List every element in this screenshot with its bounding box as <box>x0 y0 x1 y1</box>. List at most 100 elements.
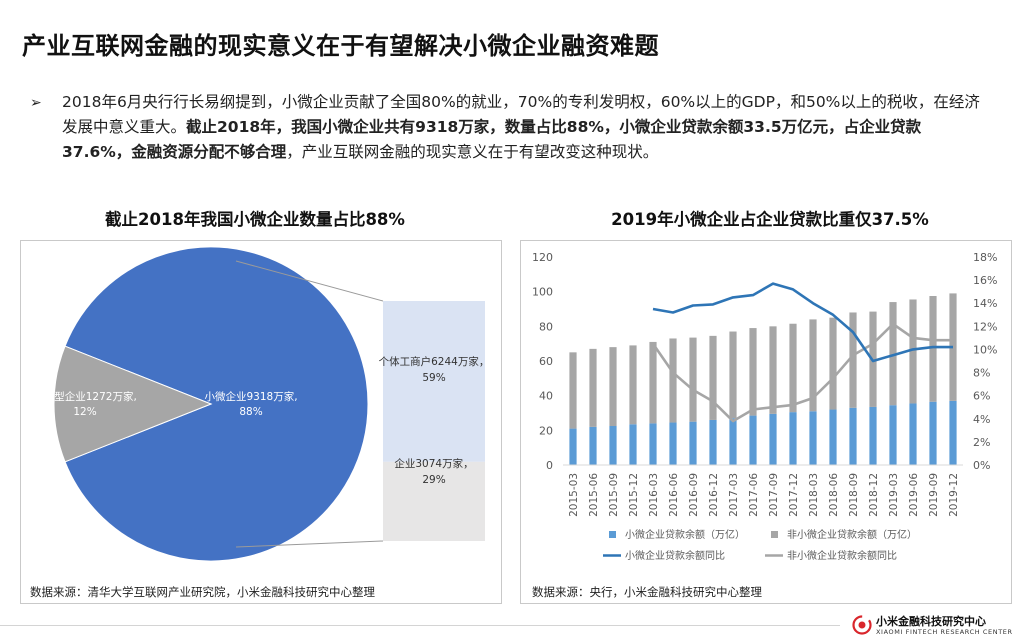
bar-nonmicro-loan <box>689 337 697 422</box>
y-right-tick-label: 2% <box>973 436 990 449</box>
y-left-tick-label: 80 <box>539 320 553 333</box>
bar-nonmicro-loan <box>849 312 857 408</box>
x-tick-label: 2018-09 <box>848 473 860 517</box>
bar-nonmicro-loan <box>629 345 637 425</box>
x-tick-label: 2017-09 <box>768 473 780 517</box>
legend-micro-yoy-label: 小微企业贷款余额同比 <box>625 549 725 562</box>
brand-logo-subtitle: XIAOMI FINTECH RESEARCH CENTER <box>876 628 1013 636</box>
x-tick-label: 2015-03 <box>568 473 580 517</box>
x-tick-label: 2018-03 <box>808 473 820 517</box>
bar-nonmicro-loan <box>569 352 577 429</box>
y-right-tick-label: 18% <box>973 251 997 264</box>
pie-pct-micro: 88% <box>239 406 262 418</box>
pie-chart: 小微企业9318万家, 88% 大中型企业1272万家, 12% 个体工商户6244万家… <box>33 246 490 562</box>
bar-chart-source: 数据来源：央行，小米金融科技研究中心整理 <box>532 585 762 599</box>
bar-micro-loan <box>689 421 697 465</box>
bar-micro-loan <box>789 412 797 465</box>
pie-pct-large: 12% <box>73 406 96 418</box>
x-tick-label: 2017-03 <box>728 473 740 517</box>
bar-micro-loan <box>829 409 837 465</box>
legend-micro-loan-label: 小微企业贷款余额（万亿） <box>625 528 745 541</box>
pie-label-micro: 小微企业9318万家, <box>204 390 297 403</box>
bar-nonmicro-loan <box>769 326 777 414</box>
bar-micro-loan <box>809 411 817 465</box>
pie-label-large: 大中型企业1272万家, <box>33 390 137 403</box>
legend-micro-loan-swatch <box>609 531 616 538</box>
legend-nonmicro-loan-swatch <box>771 531 778 538</box>
breakdown-box-enterprise <box>383 461 485 541</box>
bar-micro-loan <box>769 413 777 465</box>
bar-nonmicro-loan <box>749 328 757 416</box>
bar-micro-loan <box>589 426 597 465</box>
y-left-tick-label: 120 <box>532 251 553 264</box>
bar-micro-loan <box>869 406 877 465</box>
y-left-tick-label: 20 <box>539 424 553 437</box>
bar-micro-loan <box>929 401 937 465</box>
bar-nonmicro-loan <box>649 341 657 424</box>
page-title: 产业互联网金融的现实意义在于有望解决小微企业融资难题 <box>22 32 659 60</box>
bar-micro-loan <box>909 403 917 465</box>
y-right-tick-label: 16% <box>973 274 997 287</box>
line-nonmicro-yoy <box>651 322 953 423</box>
pie-chart-title: 截止2018年我国小微企业数量占比88% <box>105 210 405 229</box>
x-tick-label: 2015-09 <box>608 473 620 517</box>
y-left-tick-label: 60 <box>539 355 553 368</box>
bar-nonmicro-loan <box>709 335 717 420</box>
breakdown-pct-individual: 59% <box>422 372 445 384</box>
brand-logo-name: 小米金融科技研究中心 <box>876 615 986 628</box>
x-tick-label: 2015-06 <box>588 473 600 517</box>
brand-logo: 小米金融科技研究中心 XIAOMI FINTECH RESEARCH CENTE… <box>852 612 1020 640</box>
bar-micro-loan <box>629 424 637 465</box>
breakdown-box-individual <box>383 301 485 462</box>
x-tick-label: 2019-06 <box>908 473 920 517</box>
summary-text-bold: 截止2018年，我国小微企业共有9318万家，数量占比88%，小微企业贷款余额3… <box>62 118 922 161</box>
y-right-tick-label: 10% <box>973 343 997 356</box>
breakdown-label-enterprise: 企业3074万家， <box>394 457 473 470</box>
y-left-tick-label: 0 <box>546 459 553 472</box>
connector-line-top <box>235 260 384 302</box>
x-tick-label: 2019-03 <box>888 473 900 517</box>
bar-nonmicro-loan <box>829 317 837 410</box>
pie-chart-source: 数据来源：清华大学互联网产业研究院，小米金融科技研究中心整理 <box>30 585 375 599</box>
breakdown-label-individual: 个体工商户6244万家， <box>379 355 490 368</box>
pie-slice-large-medium <box>53 345 213 463</box>
bar-nonmicro-loan <box>809 319 817 412</box>
x-tick-label: 2018-12 <box>868 473 880 517</box>
x-tick-label: 2016-03 <box>648 473 660 517</box>
summary-text-1: 2018年6月央行行长易纲提到，小微企业贡献了全国80%的就业，70%的专利发明… <box>62 93 980 136</box>
footer-divider <box>0 625 840 626</box>
x-tick-label: 2019-12 <box>948 473 960 517</box>
bar-micro-loan <box>569 428 577 465</box>
bar-nonmicro-loan <box>589 348 597 427</box>
bar-micro-loan <box>669 422 677 465</box>
y-left-tick-label: 100 <box>532 286 553 299</box>
x-tick-label: 2015-12 <box>628 473 640 517</box>
y-right-tick-label: 4% <box>973 413 990 426</box>
brand-logo-icon <box>852 615 872 635</box>
bar-micro-loan <box>709 419 717 465</box>
bullet-arrow-icon: ➢ <box>30 95 42 111</box>
summary-text-3: ，产业互联网金融的现实意义在于有望改变这种现状。 <box>286 143 659 161</box>
x-tick-label: 2017-12 <box>788 473 800 517</box>
bar-micro-loan <box>649 423 657 465</box>
x-tick-label: 2018-06 <box>828 473 840 517</box>
bar-nonmicro-loan <box>889 302 897 406</box>
line-micro-yoy <box>652 282 953 363</box>
x-tick-label: 2016-09 <box>688 473 700 517</box>
bar-line-chart: 0 20 40 60 80 100 120 0% 2% 4% 6% 8% 10% 12% 14% 16% 18%… <box>532 251 997 562</box>
summary-paragraph: 2018年6月央行行长易纲提到，小微企业贡献了全国80%的就业，70%的专利发明… <box>62 90 990 165</box>
y-right-tick-label: 12% <box>973 320 997 333</box>
bar-nonmicro-loan <box>729 331 737 419</box>
x-tick-label: 2016-12 <box>708 473 720 517</box>
x-tick-label: 2019-09 <box>928 473 940 517</box>
bar-nonmicro-loan <box>929 296 937 402</box>
pie-chart-panel: 小微企业9318万家, 88% 大中型企业1272万家, 12% 个体工商户6244万家… <box>20 240 502 604</box>
y-right-tick-label: 8% <box>973 367 990 380</box>
bar-micro-loan <box>609 426 617 465</box>
breakdown-pct-enterprise: 29% <box>422 474 445 486</box>
y-right-tick-label: 6% <box>973 390 990 403</box>
legend-nonmicro-loan-label: 非小微企业贷款余额（万亿） <box>787 528 917 541</box>
y-left-tick-label: 40 <box>539 390 553 403</box>
bar-micro-loan <box>729 418 737 465</box>
bar-chart-title: 2019年小微企业占企业贷款比重仅37.5% <box>611 210 929 229</box>
